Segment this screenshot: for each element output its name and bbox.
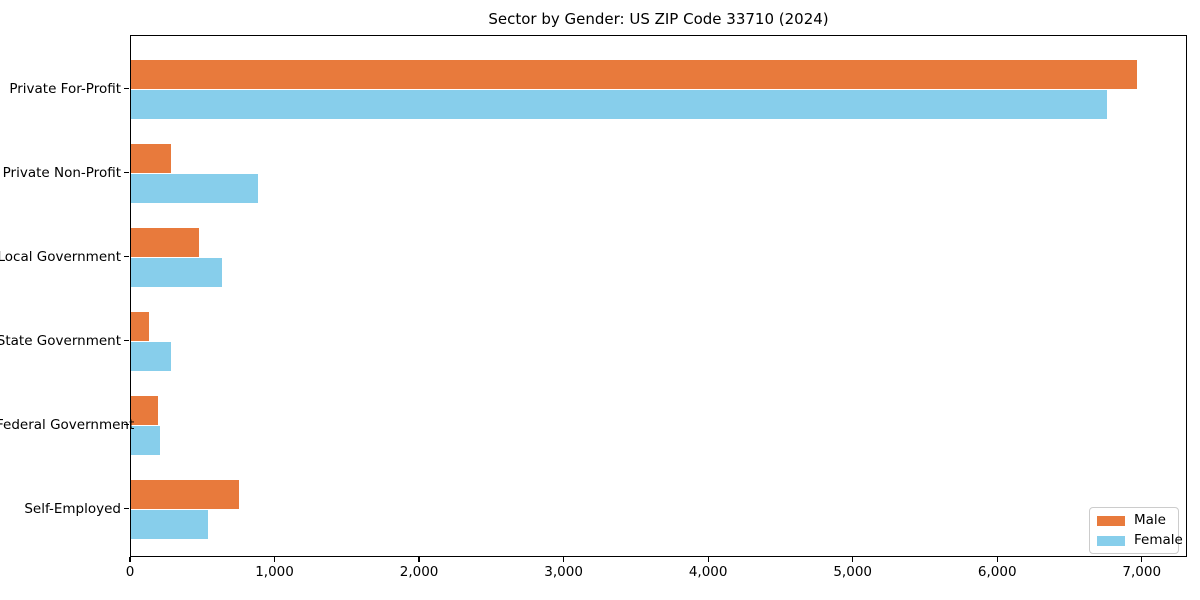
- bar-male-federal-government: [131, 396, 158, 426]
- bar-male-state-government: [131, 312, 149, 342]
- legend-label: Female: [1134, 532, 1183, 548]
- bar-female-state-government: [131, 341, 172, 371]
- bar-male-local-government: [131, 228, 199, 258]
- x-tick-mark: [1141, 557, 1143, 562]
- category-label-self-employed: Self-Employed: [24, 500, 121, 517]
- x-tick-mark: [273, 557, 276, 562]
- legend-entry-male: Male: [1097, 513, 1171, 528]
- x-tick-label: 5,000: [833, 564, 872, 580]
- x-tick-label: 7,000: [1122, 564, 1162, 580]
- legend-label: Male: [1134, 512, 1166, 528]
- bar-female-private-non-profit: [131, 173, 258, 203]
- bar-female-private-for-profit: [131, 89, 1107, 119]
- bar-male-private-non-profit: [131, 144, 172, 174]
- y-tick-mark: [124, 171, 129, 174]
- category-label-federal-government: Federal Government: [0, 416, 135, 433]
- category-label-private-for-profit: Private For-Profit: [9, 80, 121, 97]
- x-tick-label: 3,000: [544, 564, 583, 580]
- x-tick-label: 2,000: [399, 564, 439, 580]
- legend: Male Female: [1089, 507, 1183, 554]
- chart-title: Sector by Gender: US ZIP Code 33710 (202…: [488, 10, 829, 28]
- y-tick-mark: [124, 255, 129, 258]
- legend-swatch-female: [1097, 535, 1125, 546]
- bar-male-self-employed: [131, 480, 240, 510]
- plot-area: [130, 35, 1187, 557]
- x-tick-mark: [418, 557, 420, 562]
- bar-female-federal-government: [131, 425, 161, 455]
- x-tick-label: 4,000: [688, 564, 728, 580]
- bar-female-local-government: [131, 257, 223, 287]
- x-tick-mark: [852, 557, 854, 562]
- x-tick-label: 0: [125, 564, 135, 580]
- category-label-private-non-profit: Private Non-Profit: [2, 164, 121, 181]
- x-tick-mark: [996, 557, 998, 562]
- x-tick-mark: [707, 557, 709, 562]
- y-tick-mark: [124, 423, 129, 426]
- x-tick-label: 1,000: [255, 564, 294, 580]
- category-label-state-government: State Government: [0, 332, 121, 349]
- bar-female-self-employed: [131, 509, 209, 539]
- legend-swatch-male: [1097, 515, 1125, 526]
- legend-entry-female: Female: [1097, 533, 1183, 548]
- y-tick-mark: [124, 507, 129, 510]
- bar-male-private-for-profit: [131, 60, 1137, 90]
- x-tick-label: 6,000: [977, 564, 1017, 580]
- category-label-local-government: Local Government: [0, 248, 121, 265]
- x-tick-mark: [563, 557, 565, 562]
- y-tick-mark: [124, 87, 129, 90]
- y-tick-mark: [124, 339, 129, 342]
- x-tick-mark: [129, 557, 131, 562]
